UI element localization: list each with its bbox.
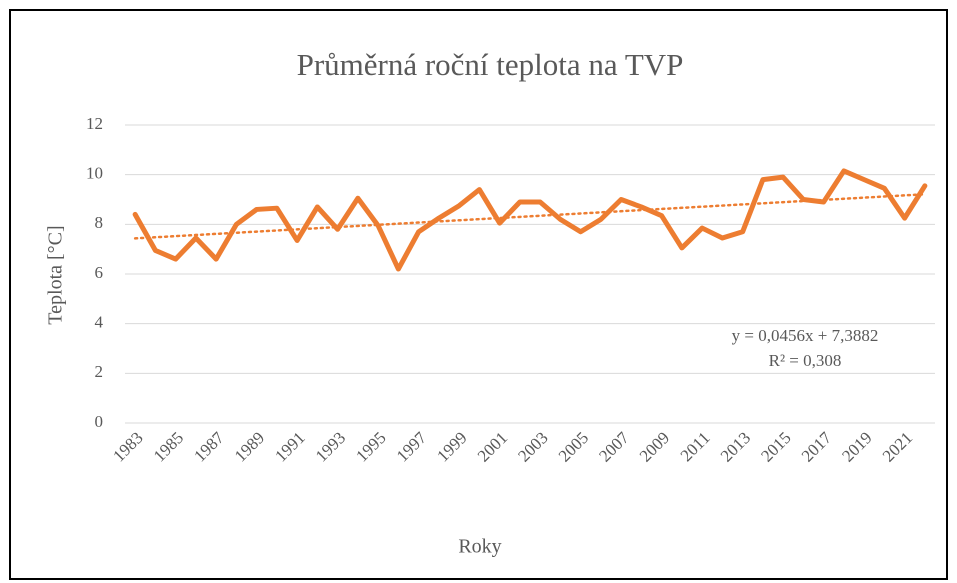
- y-tick-label: 10: [86, 164, 103, 183]
- x-axis-title: Roky: [458, 536, 501, 558]
- trend-equation: y = 0,0456x + 7,3882: [732, 326, 879, 345]
- chart-border: [9, 9, 948, 580]
- y-axis-title: Teplota [°C]: [45, 225, 67, 324]
- y-tick-label: 2: [95, 362, 104, 381]
- data-line: [132, 168, 928, 272]
- chart-title: Průměrná roční teplota na TVP: [297, 47, 684, 82]
- trendline: [133, 192, 927, 240]
- y-tick-label: 8: [95, 213, 104, 232]
- trend-r2: R² = 0,308: [769, 351, 842, 370]
- y-tick-label: 12: [86, 114, 103, 133]
- y-tick-label: 4: [95, 313, 104, 332]
- y-tick-label: 0: [95, 412, 104, 431]
- y-tick-label: 6: [95, 263, 104, 282]
